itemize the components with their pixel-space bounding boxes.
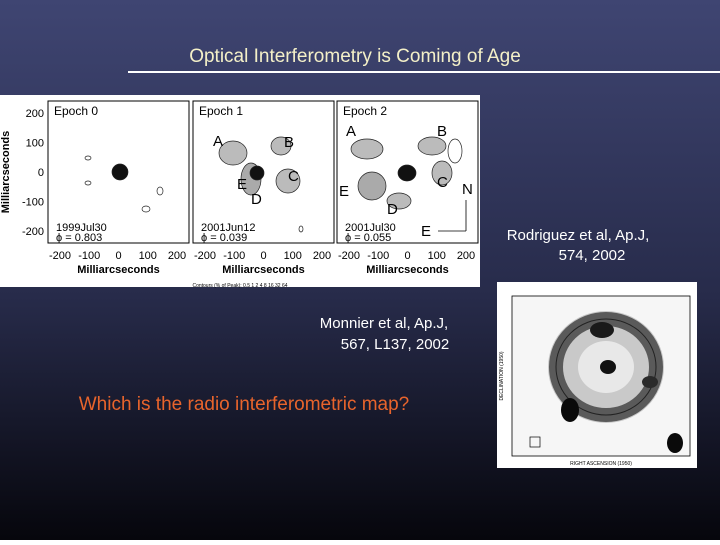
radio-figure: RIGHT ASCENSION (1950) DECLINATION (1950…	[497, 282, 697, 468]
knot	[642, 376, 658, 388]
x-axis-label: Milliarcseconds	[366, 264, 449, 276]
contour	[249, 165, 265, 181]
central-source	[600, 360, 616, 374]
caption-left: Monnier et al, Ap.J,	[320, 315, 448, 332]
panel-phase: ϕ = 0.039	[201, 232, 247, 244]
component-label: B	[284, 134, 294, 151]
compass-label: N	[462, 181, 473, 198]
panel-label: Epoch 1	[199, 104, 243, 118]
lobe	[667, 433, 683, 453]
y-tick-label: 100	[26, 138, 44, 150]
component-label: D	[251, 191, 262, 208]
component-label: A	[346, 123, 356, 140]
y-axis-label: Milliarcseconds	[0, 131, 12, 214]
knot	[590, 322, 614, 338]
caption-right: Rodriguez et al, Ap.J,	[507, 227, 650, 244]
y-axis-label: DECLINATION (1950)	[499, 351, 505, 400]
x-axis-label: Milliarcseconds	[222, 264, 305, 276]
contour	[397, 164, 417, 182]
x-tick-label: -200	[194, 250, 216, 262]
contour	[555, 318, 657, 416]
component-label: E	[237, 176, 247, 193]
panel-date: 2001Jul30	[345, 222, 396, 234]
y-tick-label: -200	[22, 226, 44, 238]
x-tick-label: 200	[168, 250, 186, 262]
x-axis-label: Milliarcseconds	[77, 264, 160, 276]
component-label: B	[437, 123, 447, 140]
component-label: C	[288, 168, 299, 185]
x-tick-label: 0	[115, 250, 121, 262]
component-label: E	[339, 183, 349, 200]
y-tick-label: 0	[38, 167, 44, 179]
x-tick-label: -100	[223, 250, 245, 262]
contour	[350, 138, 384, 160]
panel-label: Epoch 0	[54, 104, 98, 118]
x-tick-label: -100	[367, 250, 389, 262]
component-label: C	[437, 174, 448, 191]
caption-right: 574, 2002	[559, 247, 626, 264]
contour	[111, 163, 129, 181]
contour	[218, 140, 248, 166]
title: Optical Interferometry is Coming of Age	[189, 46, 521, 67]
panel-date: 1999Jul30	[56, 222, 107, 234]
x-tick-label: 0	[260, 250, 266, 262]
contours-caption: Contours (% of Peak): 0.5 1 2 4 8 16 32 …	[192, 283, 287, 289]
y-tick-label: -100	[22, 197, 44, 209]
contour	[84, 155, 92, 161]
x-tick-label: 200	[313, 250, 331, 262]
contour	[357, 171, 387, 201]
contour	[386, 192, 412, 210]
optical-figure: Milliarcseconds Contours (% of Peak): 0.…	[0, 95, 480, 289]
contour	[417, 136, 447, 156]
contour	[275, 168, 301, 194]
panel-label: Epoch 2	[343, 104, 387, 118]
contour	[298, 225, 304, 233]
panel-date: 2001Jun12	[201, 222, 255, 234]
caption-left: 567, L137, 2002	[341, 336, 449, 353]
contour	[84, 180, 92, 186]
x-axis-label: RIGHT ASCENSION (1950)	[570, 461, 632, 467]
question: Which is the radio interferometric map?	[79, 394, 410, 415]
x-tick-label: 0	[404, 250, 410, 262]
x-tick-label: 100	[284, 250, 302, 262]
component-label: D	[387, 201, 398, 218]
contour	[447, 138, 463, 164]
y-tick-label: 200	[26, 108, 44, 120]
lobe	[561, 398, 579, 422]
compass-label: E	[421, 223, 431, 240]
x-tick-label: 100	[139, 250, 157, 262]
panel-phase: ϕ = 0.055	[345, 232, 391, 244]
contour	[141, 205, 151, 213]
x-tick-label: -100	[78, 250, 100, 262]
contour	[270, 136, 292, 156]
x-tick-label: -200	[49, 250, 71, 262]
panel-phase: ϕ = 0.803	[56, 232, 102, 244]
component-label: A	[213, 133, 223, 150]
contour	[156, 186, 164, 196]
x-tick-label: -200	[338, 250, 360, 262]
x-tick-label: 100	[428, 250, 446, 262]
x-tick-label: 200	[457, 250, 475, 262]
contour	[431, 160, 453, 186]
beam-box	[529, 436, 541, 448]
